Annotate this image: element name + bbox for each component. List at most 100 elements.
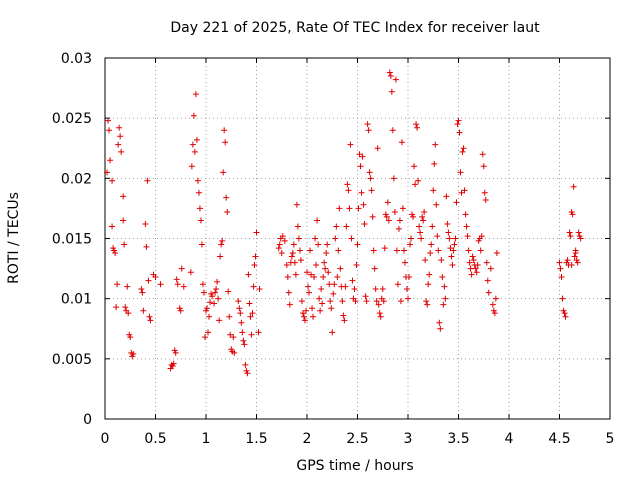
data-point [218,241,225,248]
data-point [177,307,184,314]
data-point [235,298,242,305]
data-point [461,187,468,194]
data-point [230,334,237,341]
data-point [360,201,367,208]
data-point [419,213,426,220]
data-point [306,289,313,296]
data-point [450,247,457,254]
data-point [121,241,128,248]
data-point [198,241,205,248]
y-tick-label: 0.025 [52,111,92,127]
data-point [298,298,305,305]
data-point [397,298,404,305]
data-point [215,295,222,302]
data-point [206,313,213,320]
data-point [396,217,403,224]
data-point [457,169,464,176]
data-point [447,245,454,252]
data-point [454,121,461,128]
data-point [352,298,359,305]
x-tick-label: 0 [101,431,110,447]
data-point [300,313,307,320]
data-point [411,163,418,170]
data-point [130,351,137,358]
data-point [440,301,447,308]
data-point [124,283,131,290]
data-point [459,148,466,155]
data-point [120,217,127,224]
data-point [332,235,339,242]
data-point [256,286,263,293]
data-point [290,241,297,248]
x-tick-label: 0.5 [144,431,166,447]
data-point [180,283,187,290]
data-point [376,310,383,317]
data-point [172,349,179,356]
data-point [322,265,329,272]
data-point [400,247,407,254]
data-point [451,241,458,248]
data-point [363,298,370,305]
data-point [189,141,196,148]
data-point [318,286,325,293]
y-tick-label: 0.02 [61,171,92,187]
data-point [333,223,340,230]
data-point [315,241,322,248]
data-point [371,265,378,272]
y-tick-label: 0.005 [52,352,92,368]
data-point [226,313,233,320]
data-point [428,241,435,248]
data-point [205,329,212,336]
data-point [275,245,282,252]
data-point [224,209,231,216]
data-point [408,235,415,242]
data-point [432,141,439,148]
x-tick-label: 2 [303,431,312,447]
data-point [347,141,354,148]
data-point [365,127,372,134]
data-point [448,253,455,260]
data-point [301,317,308,324]
data-point [445,229,452,236]
data-point [194,177,201,184]
data-point [178,265,185,272]
data-point [109,177,116,184]
data-point [192,91,199,98]
data-point [422,257,429,264]
data-point [403,286,410,293]
data-point [391,209,398,216]
data-point [122,304,129,311]
data-point [247,313,254,320]
data-point [193,136,200,143]
data-point [556,259,563,266]
data-point [487,265,494,272]
data-point [481,189,488,196]
data-point [420,217,427,224]
data-point [304,269,310,276]
data-point [421,209,428,216]
data-point [417,229,424,236]
data-point [321,259,328,266]
data-point [138,286,145,293]
data-point [418,235,425,242]
data-point [281,237,288,244]
data-point [479,151,486,158]
data-point [442,295,449,302]
data-point [562,313,569,320]
data-point [209,293,216,300]
data-point [106,127,113,134]
data-point [463,223,470,230]
data-point [285,289,292,296]
data-point [343,223,350,230]
x-tick-label: 1.5 [245,431,267,447]
data-point [211,300,218,307]
data-point [462,211,469,218]
data-point [493,249,500,256]
data-point [312,235,319,242]
data-point [407,241,414,248]
y-axis-title: ROTI / TECUs [6,192,22,284]
data-point [386,69,393,76]
data-point [245,271,252,278]
data-point [316,295,323,302]
data-point [439,274,446,281]
